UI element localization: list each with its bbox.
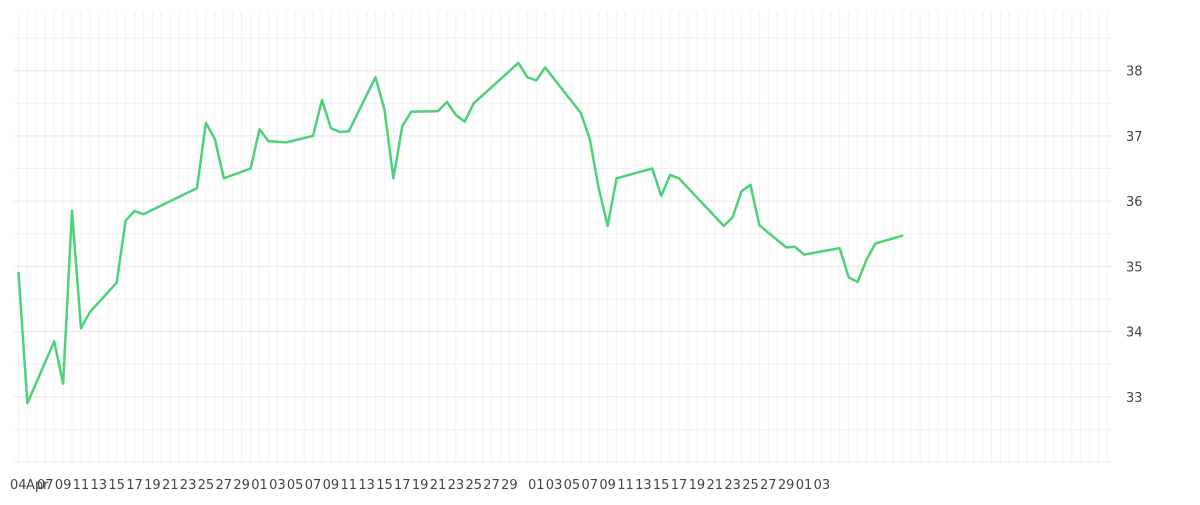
y-tick-label: 35	[1126, 260, 1143, 275]
x-tick-label: 07	[582, 478, 599, 493]
x-tick-label: 03	[814, 478, 831, 493]
grid-layer	[14, 12, 1112, 462]
x-tick-label: 23	[448, 478, 465, 493]
x-tick-label: 17	[126, 478, 143, 493]
x-tick-label: 17	[671, 478, 688, 493]
x-tick-label: 27	[760, 478, 777, 493]
y-tick-label: 38	[1126, 65, 1143, 80]
x-tick-label: 19	[144, 478, 161, 493]
x-tick-label: 01	[528, 478, 545, 493]
x-tick-label: 23	[724, 478, 741, 493]
x-tick-label: 17	[394, 478, 411, 493]
y-tick-label: 37	[1126, 130, 1143, 145]
x-tick-label: 11	[73, 478, 90, 493]
x-tick-label: 13	[358, 478, 375, 493]
x-tick-label: 29	[501, 478, 518, 493]
x-tick-label: 01	[796, 478, 813, 493]
x-tick-label: 09	[599, 478, 616, 493]
line-layer	[18, 63, 902, 404]
series-line	[19, 63, 903, 403]
x-tick-label: 21	[162, 478, 179, 493]
x-tick-label: 29	[233, 478, 250, 493]
x-tick-label: 01	[251, 478, 268, 493]
x-tick-label: 15	[108, 478, 125, 493]
x-tick-label: 19	[689, 478, 706, 493]
y-tick-label: 36	[1126, 195, 1143, 210]
x-tick-label: 11	[617, 478, 634, 493]
x-tick-label: 27	[216, 478, 233, 493]
x-tick-label: 09	[323, 478, 340, 493]
x-tick-label: 21	[706, 478, 723, 493]
y-axis-ticks: 33 34 35 36 37 38	[1126, 65, 1143, 406]
x-tick-label: 25	[742, 478, 759, 493]
x-tick-label: 25	[198, 478, 215, 493]
x-tick-label: 03	[269, 478, 286, 493]
x-tick-label: 25	[465, 478, 482, 493]
x-tick-label: 09	[55, 478, 72, 493]
x-tick-label: 21	[430, 478, 447, 493]
x-tick-label: 07	[305, 478, 322, 493]
x-tick-label: 05	[564, 478, 581, 493]
x-tick-label: 23	[180, 478, 197, 493]
x-tick-label: 04	[10, 478, 27, 493]
x-tick-label: 19	[412, 478, 429, 493]
x-tick-label: 11	[340, 478, 357, 493]
y-tick-label: 34	[1126, 326, 1143, 341]
x-tick-label: 05	[287, 478, 304, 493]
x-tick-label: 03	[546, 478, 563, 493]
x-tick-label: 27	[483, 478, 500, 493]
x-tick-label: 13	[635, 478, 652, 493]
x-tick-label: 29	[778, 478, 795, 493]
x-tick-label: 15	[376, 478, 393, 493]
y-tick-label: 33	[1126, 391, 1143, 406]
x-tick-label: 07	[37, 478, 54, 493]
x-tick-label: 15	[653, 478, 670, 493]
x-tick-label: 13	[91, 478, 108, 493]
